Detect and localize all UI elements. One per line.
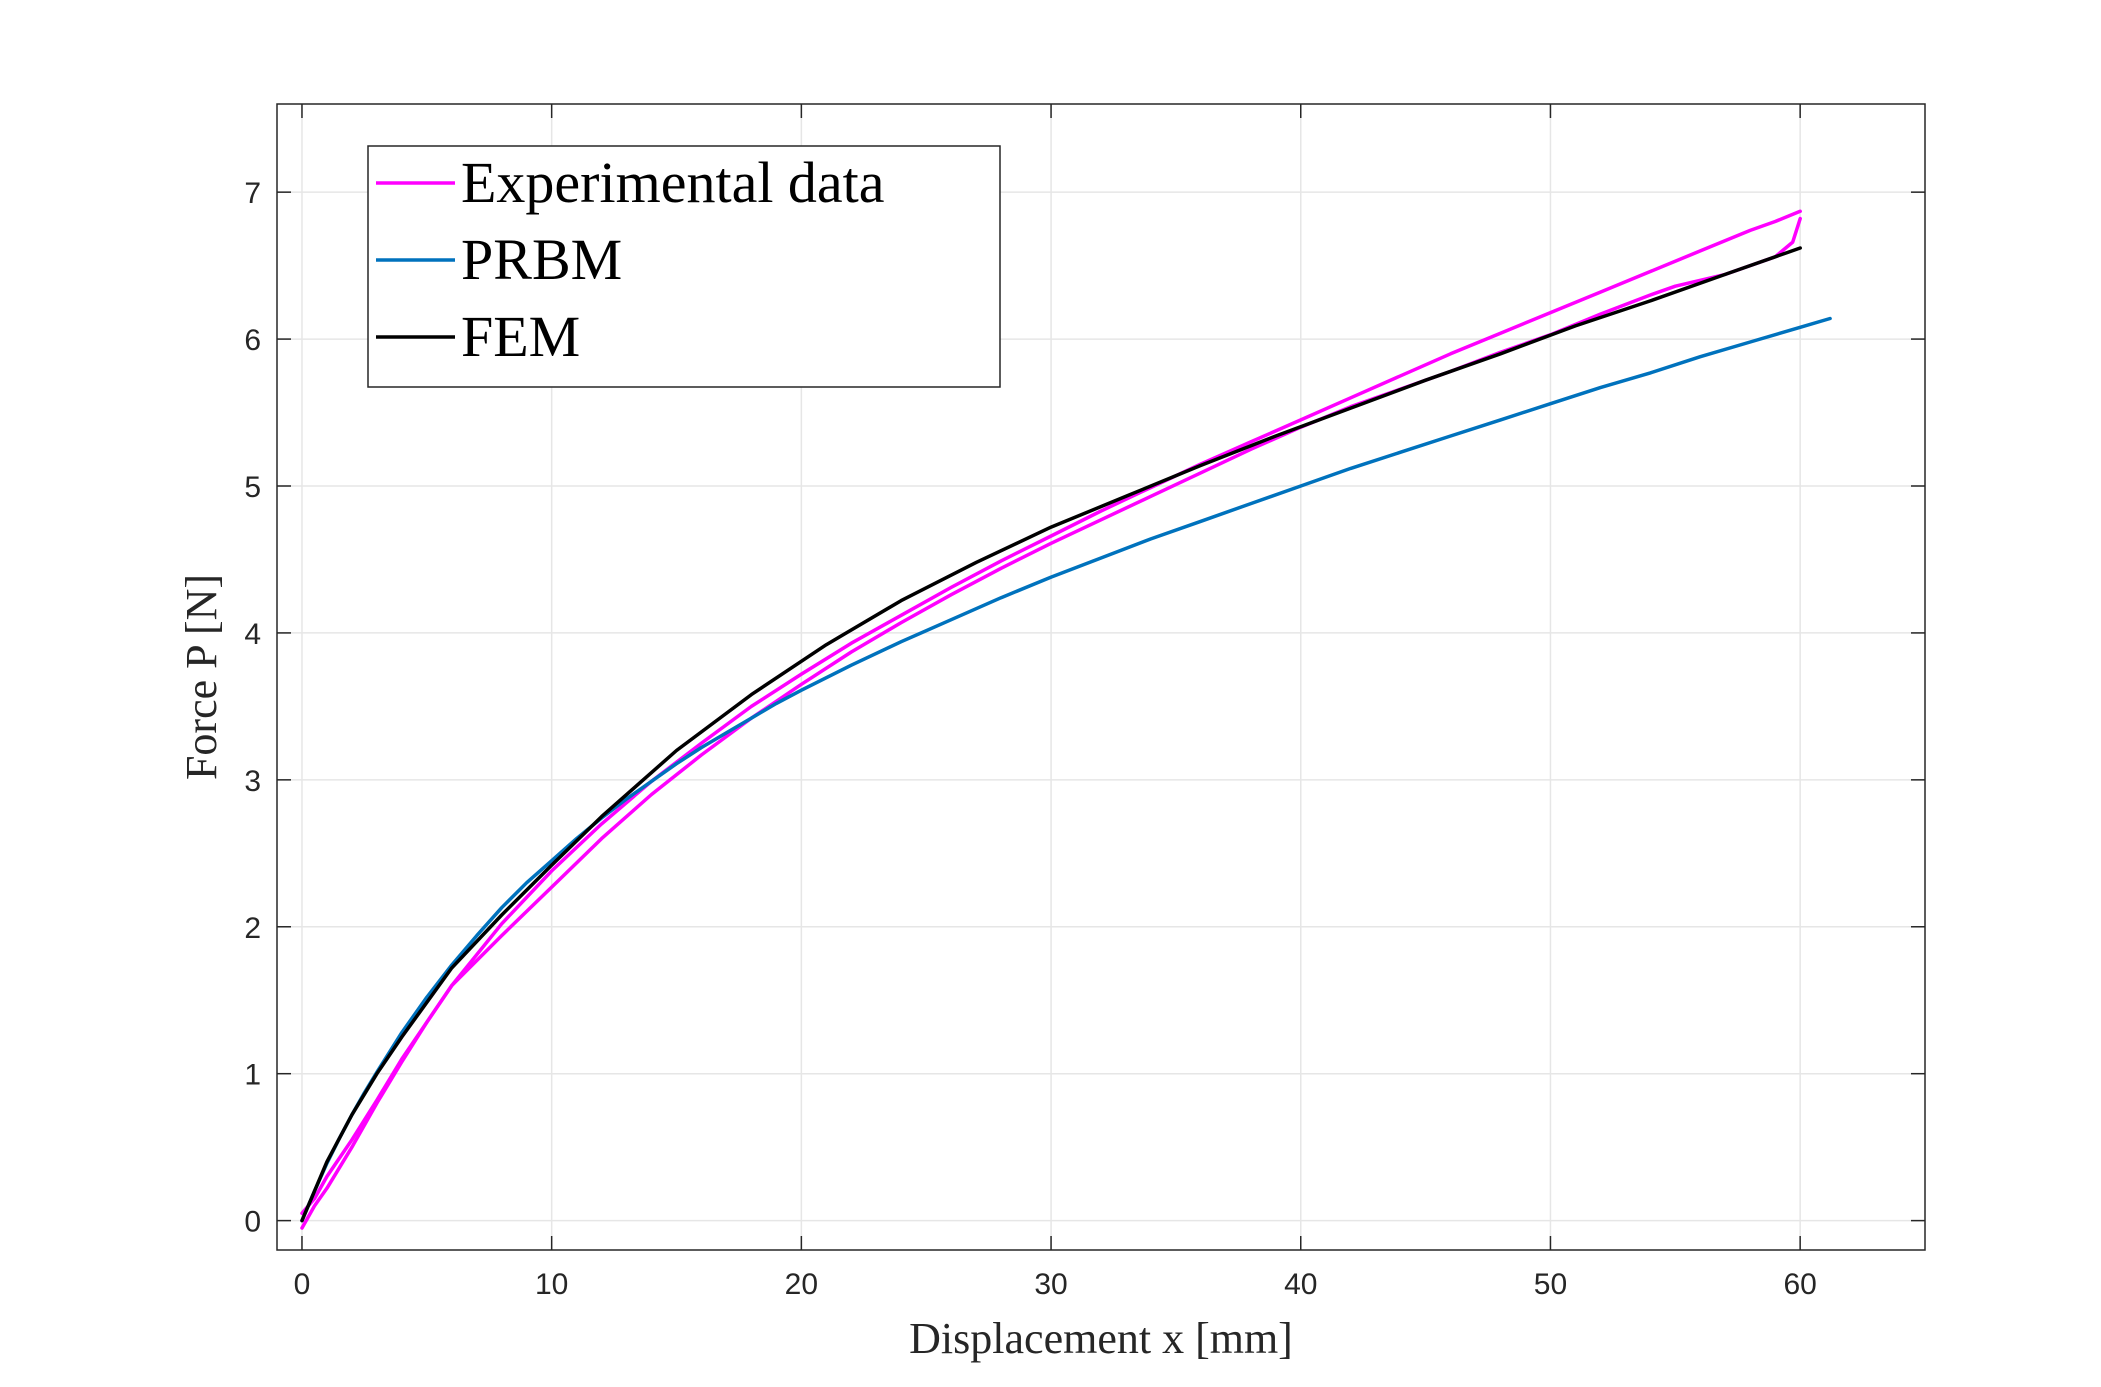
y-tick-label: 1 <box>244 1059 261 1092</box>
x-tick-label: 60 <box>1783 1268 1816 1301</box>
y-tick-label: 0 <box>244 1206 261 1239</box>
axes-box <box>276 103 1926 1251</box>
legend-label-experimental-data: Experimental data <box>461 150 885 215</box>
legend: Experimental data PRBM FEM <box>367 145 1001 388</box>
y-axis-title: Force P [N] <box>177 574 226 780</box>
legend-label-prbm: PRBM <box>461 227 622 292</box>
x-tick-label: 50 <box>1534 1268 1567 1301</box>
x-tick-label: 20 <box>785 1268 818 1301</box>
y-tick-label: 4 <box>244 618 261 651</box>
y-tick-label: 5 <box>244 471 261 504</box>
x-tick-label: 10 <box>535 1268 568 1301</box>
series-line-fem <box>300 246 1802 1223</box>
x-tick-label: 30 <box>1034 1268 1067 1301</box>
series-line-experimental-data-unloading <box>300 216 1802 1216</box>
x-tick-label: 40 <box>1284 1268 1317 1301</box>
y-tick-label: 7 <box>244 177 261 210</box>
y-tick-label: 2 <box>244 912 261 945</box>
ticks: 0 10 20 30 40 50 60 0 1 2 3 4 5 6 7 <box>244 104 1925 1301</box>
x-axis-title: Displacement x [mm] <box>909 1314 1293 1363</box>
y-tick-label: 6 <box>244 324 261 357</box>
legend-box <box>367 145 1001 388</box>
series-layer <box>300 209 1832 1230</box>
x-tick-label: 0 <box>294 1268 311 1301</box>
legend-label-fem: FEM <box>461 304 580 369</box>
y-tick-label: 3 <box>244 765 261 798</box>
